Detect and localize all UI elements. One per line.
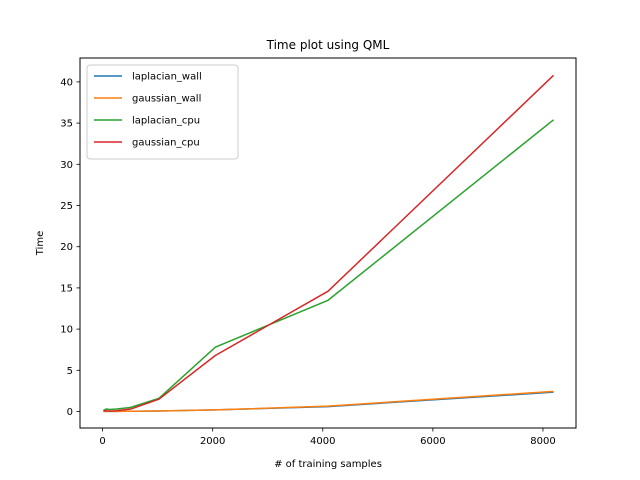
y-axis-label: Time — [35, 231, 46, 256]
legend-box — [86, 64, 239, 160]
x-tick-label: 6000 — [420, 436, 445, 447]
legend-label-gaussian_wall: gaussian_wall — [132, 94, 201, 105]
legend-label-laplacian_wall: laplacian_wall — [132, 72, 202, 83]
x-tick-label: 8000 — [530, 436, 555, 447]
x-axis-label: # of training samples — [274, 459, 382, 470]
y-tick-label: 35 — [60, 119, 73, 130]
y-tick-label: 15 — [60, 283, 73, 294]
x-tick-label: 0 — [99, 436, 105, 447]
legend-label-laplacian_cpu: laplacian_cpu — [132, 116, 200, 127]
axes: 0 2000 4000 6000 8000 0 5 10 15 20 25 30 35 40 — [60, 77, 555, 447]
x-tick-label: 2000 — [200, 436, 225, 447]
y-tick-label: 30 — [60, 160, 73, 171]
legend: laplacian_wall gaussian_wall laplacian_cpu… — [86, 64, 239, 160]
series-line-gaussian_cpu — [103, 74, 555, 412]
y-tick-label: 0 — [67, 407, 73, 418]
y-tick-label: 10 — [60, 325, 73, 336]
x-tick-label: 4000 — [310, 436, 335, 447]
y-tick-label: 20 — [60, 242, 73, 253]
plot-frame — [79, 57, 577, 429]
y-tick-label: 25 — [60, 201, 73, 212]
y-tick-label: 40 — [60, 77, 73, 88]
chart-title: Time plot using QML — [266, 38, 390, 52]
plot-area — [102, 74, 555, 413]
legend-label-gaussian_cpu: gaussian_cpu — [132, 138, 200, 149]
y-tick-label: 5 — [67, 366, 73, 377]
